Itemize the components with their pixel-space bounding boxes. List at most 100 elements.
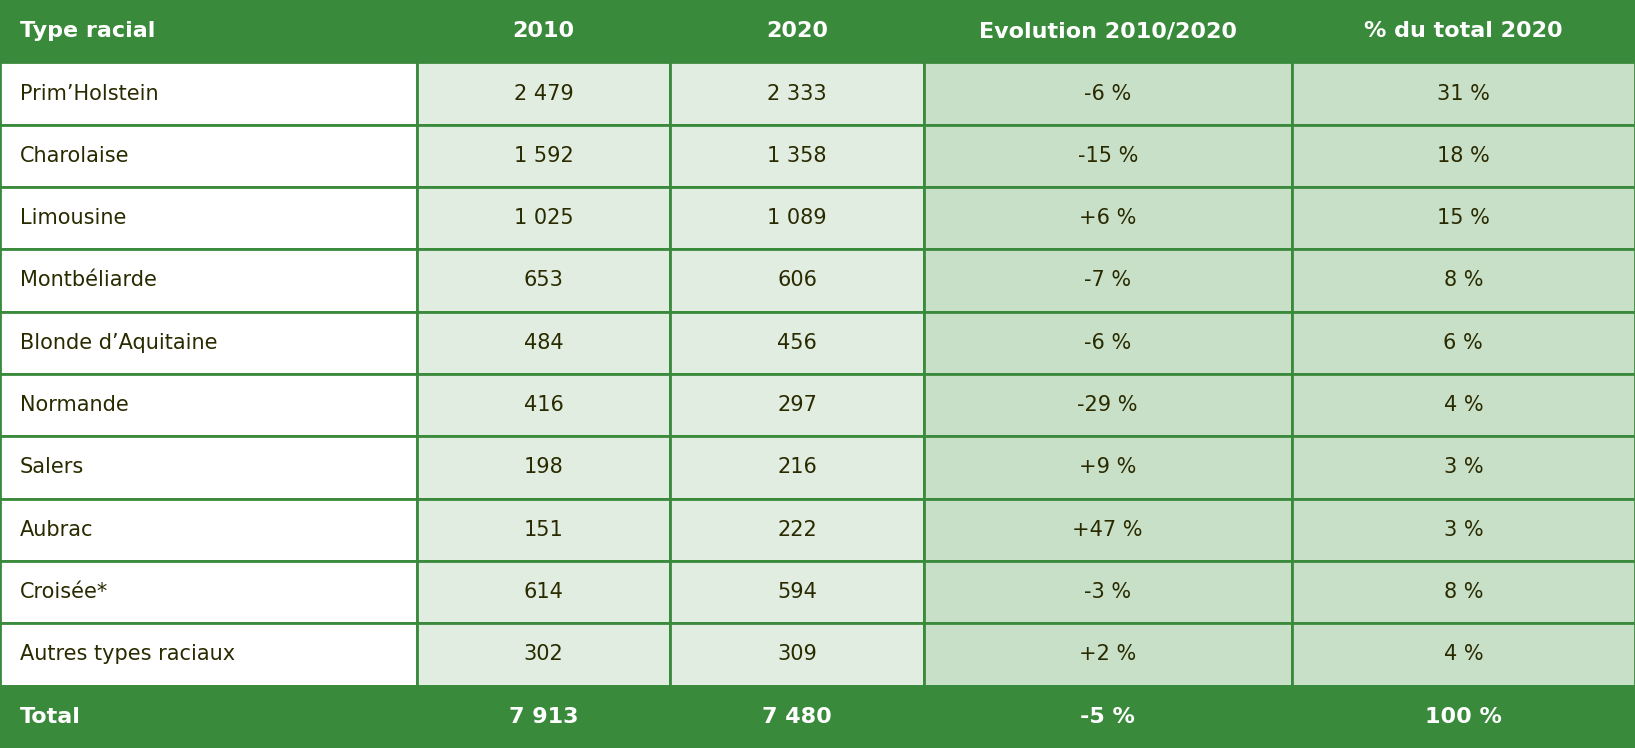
Text: 7 480: 7 480: [762, 707, 832, 727]
Text: 302: 302: [523, 645, 564, 664]
Bar: [0, 0, 417, 62]
Text: Autres types raciaux: Autres types raciaux: [20, 645, 235, 664]
Bar: [670, 499, 924, 561]
Text: 8 %: 8 %: [1444, 582, 1483, 602]
Text: 606: 606: [777, 271, 818, 290]
Text: 484: 484: [523, 333, 564, 353]
Text: 222: 222: [777, 520, 818, 540]
Bar: [0, 249, 417, 312]
Text: Type racial: Type racial: [20, 21, 155, 41]
Bar: [924, 62, 1292, 125]
Text: 2 479: 2 479: [513, 84, 574, 103]
Bar: [417, 249, 670, 312]
Text: 4 %: 4 %: [1444, 395, 1483, 415]
Text: 100 %: 100 %: [1424, 707, 1503, 727]
Text: 15 %: 15 %: [1437, 208, 1489, 228]
Text: -5 %: -5 %: [1081, 707, 1135, 727]
Text: 8 %: 8 %: [1444, 271, 1483, 290]
Text: 31 %: 31 %: [1437, 84, 1489, 103]
Text: 7 913: 7 913: [508, 707, 579, 727]
Text: +6 %: +6 %: [1079, 208, 1136, 228]
Text: 1 592: 1 592: [513, 146, 574, 166]
Bar: [670, 187, 924, 249]
Bar: [0, 436, 417, 499]
Bar: [924, 187, 1292, 249]
Bar: [417, 686, 670, 748]
Bar: [924, 312, 1292, 374]
Text: +47 %: +47 %: [1073, 520, 1143, 540]
Text: 653: 653: [523, 271, 564, 290]
Bar: [0, 187, 417, 249]
Bar: [417, 187, 670, 249]
Text: Total: Total: [20, 707, 80, 727]
Bar: [417, 0, 670, 62]
Text: -6 %: -6 %: [1084, 84, 1131, 103]
Bar: [670, 125, 924, 187]
Bar: [1292, 125, 1635, 187]
Bar: [1292, 374, 1635, 436]
Bar: [417, 561, 670, 623]
Bar: [1292, 187, 1635, 249]
Text: 2010: 2010: [513, 21, 574, 41]
Bar: [670, 561, 924, 623]
Text: 594: 594: [777, 582, 818, 602]
Text: -3 %: -3 %: [1084, 582, 1131, 602]
Text: -15 %: -15 %: [1077, 146, 1138, 166]
Text: -7 %: -7 %: [1084, 271, 1131, 290]
Bar: [670, 312, 924, 374]
Text: Limousine: Limousine: [20, 208, 126, 228]
Bar: [0, 62, 417, 125]
Text: 416: 416: [523, 395, 564, 415]
Text: 3 %: 3 %: [1444, 458, 1483, 477]
Text: Aubrac: Aubrac: [20, 520, 93, 540]
Text: Montbéliarde: Montbéliarde: [20, 271, 157, 290]
Text: 456: 456: [777, 333, 818, 353]
Bar: [0, 561, 417, 623]
Text: +9 %: +9 %: [1079, 458, 1136, 477]
Text: 2 333: 2 333: [767, 84, 827, 103]
Bar: [670, 686, 924, 748]
Text: +2 %: +2 %: [1079, 645, 1136, 664]
Bar: [417, 374, 670, 436]
Bar: [417, 125, 670, 187]
Bar: [417, 312, 670, 374]
Bar: [924, 686, 1292, 748]
Text: 614: 614: [523, 582, 564, 602]
Bar: [670, 374, 924, 436]
Bar: [924, 125, 1292, 187]
Bar: [1292, 0, 1635, 62]
Text: 6 %: 6 %: [1444, 333, 1483, 353]
Bar: [670, 0, 924, 62]
Text: 297: 297: [777, 395, 818, 415]
Bar: [1292, 62, 1635, 125]
Text: 2020: 2020: [767, 21, 827, 41]
Bar: [1292, 436, 1635, 499]
Text: 18 %: 18 %: [1437, 146, 1489, 166]
Text: Evolution 2010/2020: Evolution 2010/2020: [979, 21, 1236, 41]
Bar: [924, 561, 1292, 623]
Text: 1 089: 1 089: [767, 208, 827, 228]
Bar: [1292, 312, 1635, 374]
Bar: [417, 62, 670, 125]
Text: Prim’Holstein: Prim’Holstein: [20, 84, 159, 103]
Bar: [924, 436, 1292, 499]
Text: 216: 216: [777, 458, 818, 477]
Text: Normande: Normande: [20, 395, 129, 415]
Text: % du total 2020: % du total 2020: [1364, 21, 1563, 41]
Bar: [924, 623, 1292, 686]
Bar: [670, 623, 924, 686]
Bar: [0, 623, 417, 686]
Bar: [1292, 623, 1635, 686]
Text: 3 %: 3 %: [1444, 520, 1483, 540]
Text: -29 %: -29 %: [1077, 395, 1138, 415]
Bar: [0, 374, 417, 436]
Bar: [670, 62, 924, 125]
Bar: [417, 436, 670, 499]
Text: 1 358: 1 358: [767, 146, 827, 166]
Bar: [0, 686, 417, 748]
Bar: [924, 249, 1292, 312]
Text: 198: 198: [523, 458, 564, 477]
Bar: [0, 312, 417, 374]
Text: Croisée*: Croisée*: [20, 582, 108, 602]
Bar: [0, 125, 417, 187]
